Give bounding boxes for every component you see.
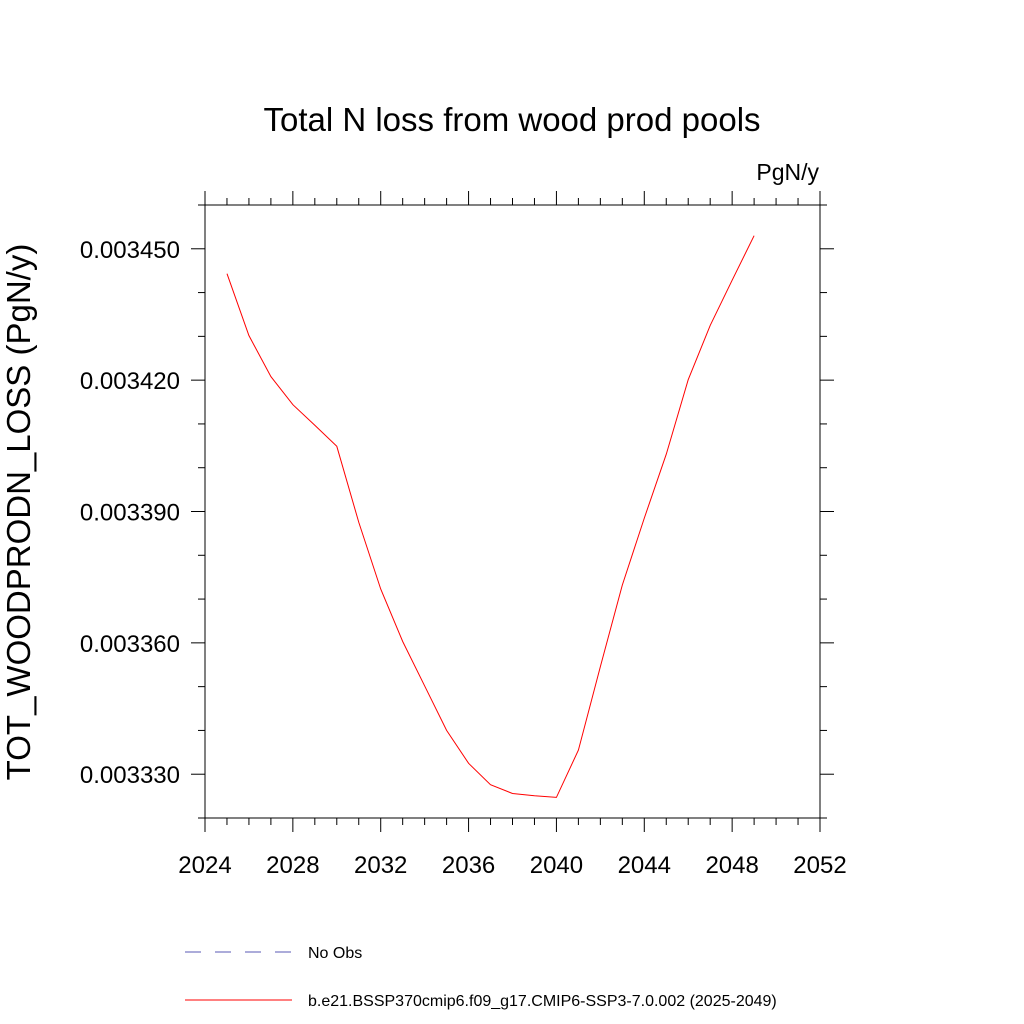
x-tick-label: 2048 xyxy=(705,852,758,879)
legend-label: b.e21.BSSP370cmip6.f09_g17.CMIP6-SSP3-7.… xyxy=(308,993,777,1010)
series-lines xyxy=(226,235,755,798)
series-line xyxy=(226,235,755,798)
y-tick-label: 0.003360 xyxy=(80,631,180,658)
legend: No Obs b.e21.BSSP370cmip6.f09_g17.CMIP6-S… xyxy=(185,945,777,1010)
chart-title: Total N loss from wood prod pools xyxy=(263,101,760,138)
x-tick-label: 2032 xyxy=(354,852,407,879)
y-axis-label: TOT_WOODPRODN_LOSS (PgN/y) xyxy=(0,244,37,781)
x-tick-label: 2040 xyxy=(530,852,583,879)
y-tick-label: 0.003450 xyxy=(80,237,180,264)
axis-ticks xyxy=(191,191,834,832)
y-tick-label: 0.003420 xyxy=(80,368,180,395)
x-tick-label: 2028 xyxy=(266,852,319,879)
legend-label: No Obs xyxy=(308,945,362,962)
y-tick-label: 0.003330 xyxy=(80,762,180,789)
x-tick-label: 2024 xyxy=(178,852,231,879)
x-tick-label: 2044 xyxy=(618,852,671,879)
x-tick-label: 2036 xyxy=(442,852,495,879)
x-tick-labels: 2024 2028 2032 2036 2040 2044 2048 2052 xyxy=(178,852,846,879)
y-tick-label: 0.003390 xyxy=(80,500,180,527)
y-tick-labels: 0.003330 0.003360 0.003390 0.003420 0.003450 xyxy=(80,237,180,789)
units-label: PgN/y xyxy=(756,159,819,185)
plot-frame xyxy=(204,204,821,819)
x-tick-label: 2052 xyxy=(793,852,846,879)
